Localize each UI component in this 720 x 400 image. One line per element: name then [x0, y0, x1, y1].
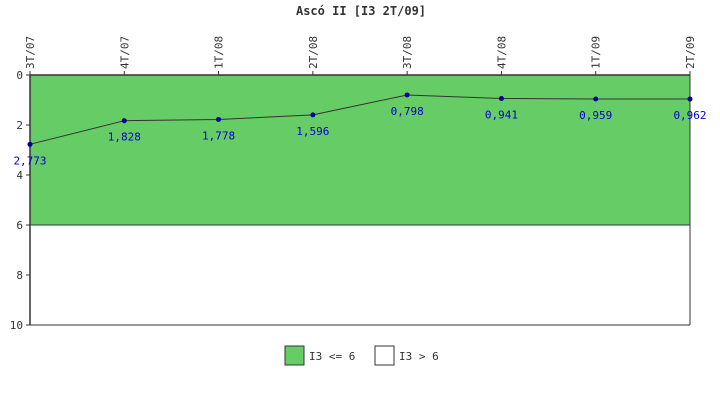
y-tick-label: 8	[16, 269, 23, 282]
band-0	[30, 75, 690, 225]
x-tick-label: 1T/09	[590, 36, 603, 69]
legend-swatch	[284, 345, 305, 366]
data-point	[310, 112, 316, 118]
band-1	[30, 225, 690, 325]
data-point	[404, 92, 410, 98]
y-tick-label: 4	[16, 169, 23, 182]
data-label: 0,962	[673, 109, 706, 122]
x-tick-label: 3T/08	[401, 36, 414, 69]
data-point	[27, 141, 33, 147]
data-label: 1,828	[108, 131, 141, 144]
x-tick-label: 1T/08	[213, 36, 226, 69]
data-point	[121, 118, 127, 124]
data-label: 1,596	[296, 125, 329, 138]
legend-label: I3 <= 6	[309, 350, 355, 363]
data-label: 0,959	[579, 109, 612, 122]
legend: I3 <= 6 I3 > 6	[284, 345, 439, 366]
x-tick-label: 4T/07	[118, 36, 131, 69]
y-tick-label: 2	[16, 119, 23, 132]
plot-area: 0 2 4 6 8 10 3T/07 4T/07 1T/08 2T/08 3T/08 4T/08 1T/…	[10, 36, 707, 332]
data-label: 1,778	[202, 129, 235, 142]
y-tick-label: 6	[16, 219, 23, 232]
x-tick-label: 3T/07	[24, 36, 37, 69]
data-label: 0,941	[485, 109, 518, 122]
data-point	[216, 116, 222, 122]
data-point	[593, 96, 599, 102]
data-label: 2,773	[13, 154, 46, 167]
x-tick-label: 2T/09	[684, 36, 697, 69]
y-tick-label: 10	[10, 319, 23, 332]
data-point	[498, 96, 504, 102]
legend-swatch	[374, 345, 395, 366]
data-point	[687, 96, 693, 102]
data-label: 0,798	[391, 105, 424, 118]
x-tick-label: 2T/08	[307, 36, 320, 69]
y-tick-label: 0	[16, 69, 23, 82]
legend-label: I3 > 6	[399, 350, 439, 363]
x-tick-label: 4T/08	[495, 36, 508, 69]
chart-title: Ascó II [I3 2T/09]	[296, 4, 426, 18]
series-line	[29, 94, 691, 145]
